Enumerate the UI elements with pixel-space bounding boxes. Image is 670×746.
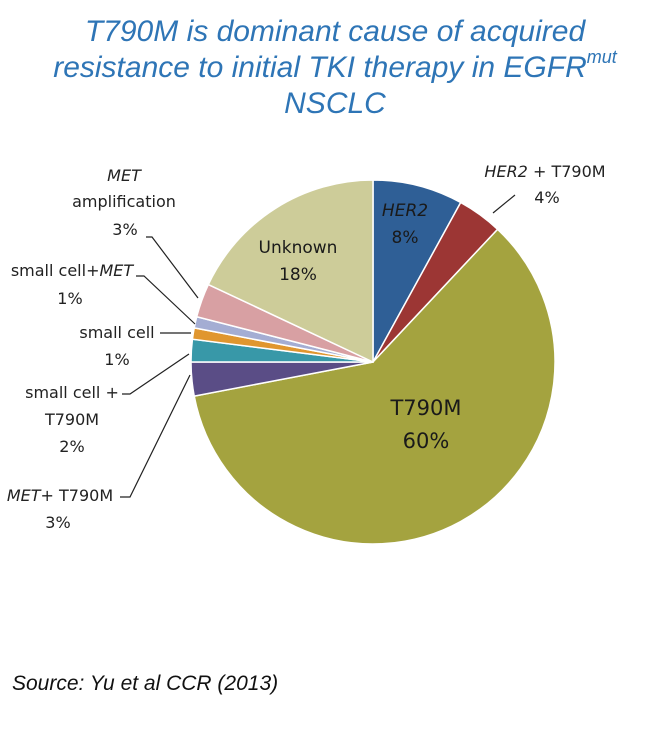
label-met-name-1: MET (107, 166, 142, 185)
chart-title: T790M is dominant cause of acquired resi… (0, 14, 670, 122)
pie-slices (190, 179, 556, 545)
label-mett-name: MET+ T790M (7, 486, 113, 505)
pie-slice-t790m (193, 228, 556, 545)
label-sct-name-1: small cell + (25, 383, 119, 402)
label-her2t-name: HER2 + T790M (484, 162, 605, 181)
label-scmet-name: small cell+MET (11, 261, 135, 280)
title-line-1: T790M is dominant cause of acquired (84, 15, 586, 48)
label-her2t-name-rest: + T790M (528, 162, 606, 181)
label-t790m-pct: 60% (403, 429, 450, 453)
title-line-2: resistance to initial TKI therapy in EGF… (0, 47, 670, 86)
label-mett-name-rest: + T790M (41, 486, 114, 505)
label-sc-name: small cell (79, 323, 154, 342)
leader-mett (120, 374, 191, 498)
leader-her2t (492, 194, 516, 214)
pie-slice-unk (207, 179, 374, 364)
label-her2-name: HER2 (382, 201, 428, 221)
title-line-2-main: resistance to initial TKI therapy in EGF… (53, 51, 587, 84)
label-unknown-name: Unknown (259, 238, 338, 258)
label-scmet-name-it: MET (99, 261, 134, 280)
pie-slice-her2 (372, 179, 462, 363)
label-her2t-pct: 4% (534, 188, 559, 207)
title-line-3: NSCLC (284, 87, 386, 120)
leader-scmet (136, 275, 196, 325)
label-met-name-2: amplification (72, 192, 176, 211)
label-scmet-pct: 1% (57, 289, 82, 308)
leader-sct (122, 353, 190, 395)
label-sc-pct: 1% (104, 350, 129, 369)
label-unknown-pct: 18% (279, 265, 317, 285)
label-t790m-name: T790M (389, 396, 461, 420)
label-met-pct: 3% (112, 220, 137, 239)
label-mett-name-it: MET (7, 486, 42, 505)
label-her2t-name-it: HER2 (484, 162, 527, 181)
label-her2-pct: 8% (392, 228, 419, 248)
title-superscript: mut (586, 47, 617, 67)
label-sct-pct: 2% (59, 437, 84, 456)
label-mett-pct: 3% (45, 513, 70, 532)
source-citation: Source: Yu et al CCR (2013) (12, 672, 279, 695)
label-scmet-name-plain: small cell+ (11, 261, 100, 280)
label-sct-name-2: T790M (44, 410, 99, 429)
leader-met (146, 236, 199, 299)
